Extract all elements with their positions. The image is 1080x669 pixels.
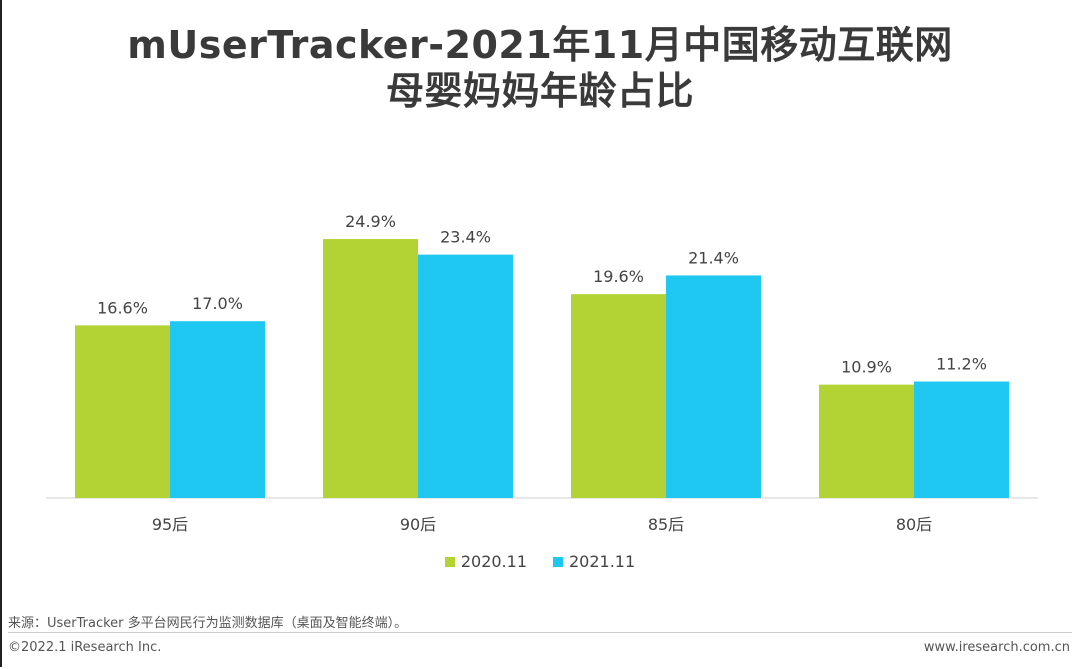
data-label: 10.9%: [841, 358, 892, 377]
website-link[interactable]: www.iresearch.com.cn: [923, 640, 1070, 655]
bar-2020.11-95后: [75, 325, 170, 498]
legend-item: 2020.11: [444, 552, 527, 571]
data-label: 21.4%: [688, 248, 739, 267]
bar-2021.11-85后: [666, 275, 761, 498]
bar-2021.11-95后: [170, 321, 265, 498]
x-tick-label: 90后: [400, 515, 436, 534]
footer-divider: [8, 632, 1072, 633]
data-label: 11.2%: [936, 355, 987, 374]
legend-item: 2021.11: [553, 552, 635, 571]
data-label: 24.9%: [345, 212, 396, 231]
chart-title: mUserTracker-2021年11月中国移动互联网 母婴妈妈年龄占比: [0, 22, 1080, 114]
legend-swatch: [553, 556, 563, 567]
data-label: 19.6%: [593, 267, 644, 286]
legend-swatch: [444, 556, 455, 567]
legend-label: 2020.11: [460, 552, 527, 571]
bar-2021.11-80后: [914, 381, 1009, 498]
data-label: 23.4%: [440, 228, 491, 247]
bar-2020.11-85后: [571, 294, 666, 498]
bar-2021.11-90后: [418, 254, 513, 498]
source-note: 来源：UserTracker 多平台网民行为监测数据库（桌面及智能终端）。: [8, 616, 408, 631]
chart-title-line2: 母婴妈妈年龄占比: [385, 69, 694, 113]
copyright-text: ©2022.1 iResearch Inc.: [8, 640, 162, 655]
bar-2020.11-80后: [819, 384, 914, 498]
x-tick-label: 85后: [648, 515, 684, 534]
legend-label: 2021.11: [569, 552, 636, 571]
x-tick-label: 80后: [896, 515, 932, 534]
chart-title-line1: mUserTracker-2021年11月中国移动互联网: [127, 23, 953, 67]
chart-legend: 2020.11 2021.11: [0, 552, 1080, 571]
data-label: 17.0%: [192, 294, 243, 313]
x-tick-label: 95后: [152, 515, 188, 534]
bar-2020.11-90后: [323, 239, 418, 499]
data-label: 16.6%: [97, 298, 148, 317]
